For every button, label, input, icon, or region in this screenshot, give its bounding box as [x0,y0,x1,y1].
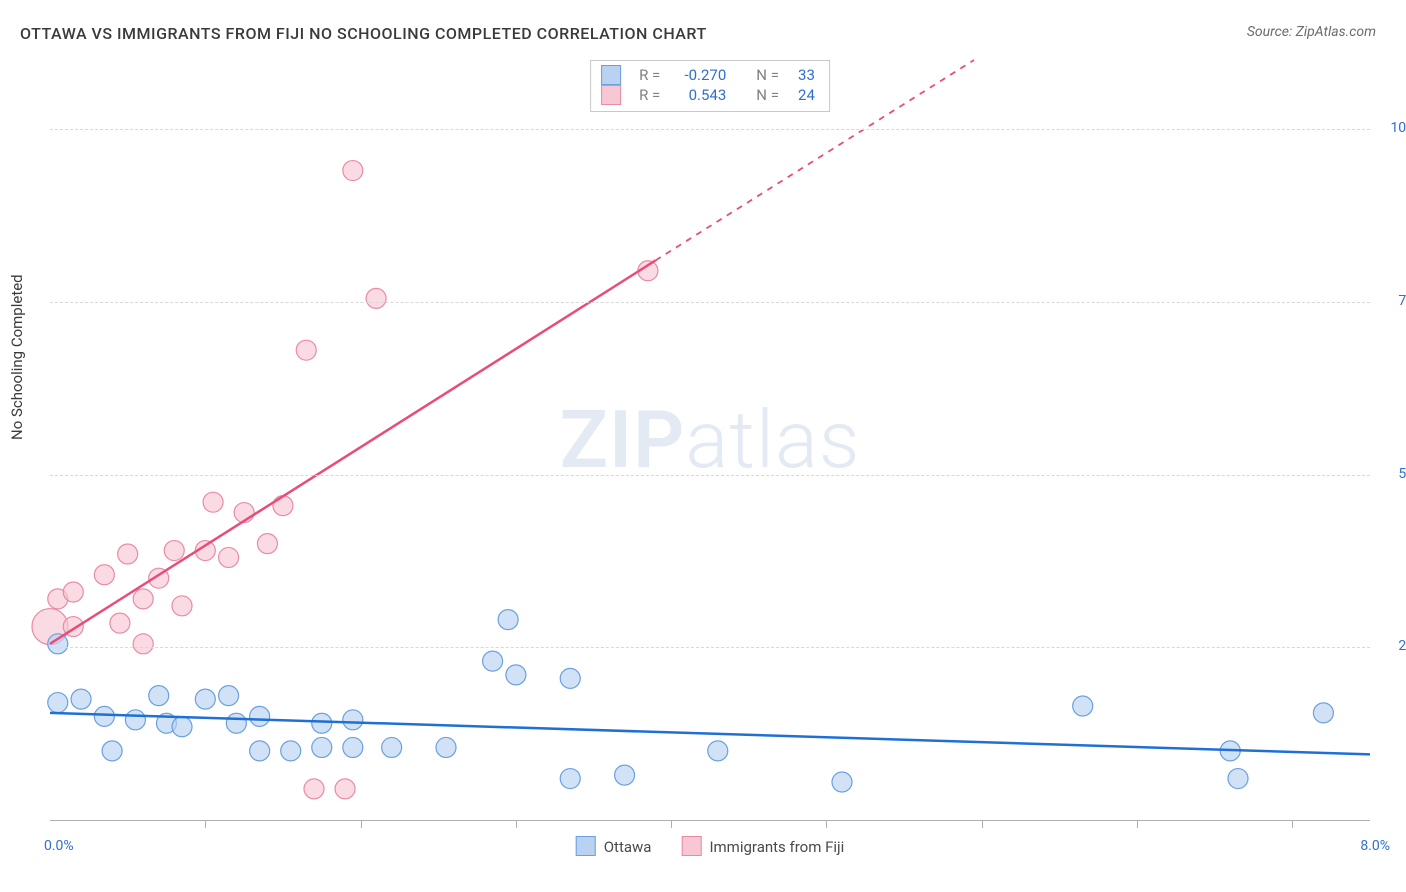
y-axis-label: No Schooling Completed [8,274,26,440]
y-tick-label: 10.0% [1378,120,1406,136]
n-value-0: 33 [789,66,815,84]
data-point [48,693,68,713]
data-point [708,741,728,761]
data-point [118,544,138,564]
data-point [498,610,518,630]
data-point [250,706,270,726]
swatch-fiji [601,85,621,105]
data-point [382,737,402,757]
legend-label-ottawa: Ottawa [604,838,652,856]
data-point [219,547,239,567]
legend-swatch-ottawa [576,836,596,856]
legend-item-ottawa: Ottawa [576,836,652,856]
data-point [110,613,130,633]
x-axis-min-label: 0.0% [44,838,74,854]
data-point [71,689,91,709]
gridline [50,647,1370,648]
data-point [273,496,293,516]
swatch-ottawa [601,65,621,85]
data-point [615,765,635,785]
r-value-0: -0.270 [670,66,726,84]
data-point [304,779,324,799]
n-label-1: N = [756,86,779,104]
data-point [195,689,215,709]
data-point [281,741,301,761]
source-label: Source: ZipAtlas.com [1247,24,1376,40]
data-point [133,589,153,609]
y-tick-label: 2.5% [1378,638,1406,654]
data-point [1073,696,1093,716]
correlation-legend: R = -0.270 N = 33 R = 0.543 N = 24 [590,60,830,112]
x-tick [671,820,672,828]
n-label-0: N = [756,66,779,84]
plot-area: ZIPatlas R = -0.270 N = 33 R = 0.543 N =… [50,60,1370,821]
data-point [343,710,363,730]
x-tick [826,820,827,828]
data-point [366,288,386,308]
chart-title: OTTAWA VS IMMIGRANTS FROM FIJI NO SCHOOL… [20,24,707,43]
data-point [506,665,526,685]
data-point [219,686,239,706]
data-point [343,737,363,757]
data-point [172,596,192,616]
data-point [296,340,316,360]
data-point [312,737,332,757]
data-point [483,651,503,671]
chart-svg [50,60,1370,820]
data-point [560,769,580,789]
x-tick [1292,820,1293,828]
data-point [149,686,169,706]
gridline [50,475,1370,476]
r-value-1: 0.543 [670,86,726,104]
x-tick [516,820,517,828]
correlation-row-ottawa: R = -0.270 N = 33 [601,65,815,85]
data-point [335,779,355,799]
data-point [343,161,363,181]
legend-item-fiji: Immigrants from Fiji [681,836,844,856]
data-point [133,634,153,654]
data-point [125,710,145,730]
x-tick [982,820,983,828]
y-tick-label: 7.5% [1378,293,1406,309]
gridline [50,302,1370,303]
legend-label-fiji: Immigrants from Fiji [709,838,844,856]
x-tick [361,820,362,828]
legend-swatch-fiji [681,836,701,856]
data-point [63,582,83,602]
r-label-0: R = [639,66,660,84]
data-point [312,713,332,733]
data-point [172,717,192,737]
data-point [94,565,114,585]
x-axis-max-label: 8.0% [1360,838,1390,854]
gridline [50,129,1370,130]
data-point [832,772,852,792]
y-tick-label: 5.0% [1378,466,1406,482]
n-value-1: 24 [789,86,815,104]
correlation-row-fiji: R = 0.543 N = 24 [601,85,815,105]
data-point [226,713,246,733]
data-point [250,741,270,761]
data-point [560,668,580,688]
data-point [102,741,122,761]
series-legend: Ottawa Immigrants from Fiji [576,836,845,856]
data-point [436,737,456,757]
data-point [164,541,184,561]
data-point [94,706,114,726]
x-tick [1137,820,1138,828]
data-point [1228,769,1248,789]
x-tick [205,820,206,828]
r-label-1: R = [639,86,660,104]
data-point [257,534,277,554]
data-point [203,492,223,512]
data-point [1313,703,1333,723]
